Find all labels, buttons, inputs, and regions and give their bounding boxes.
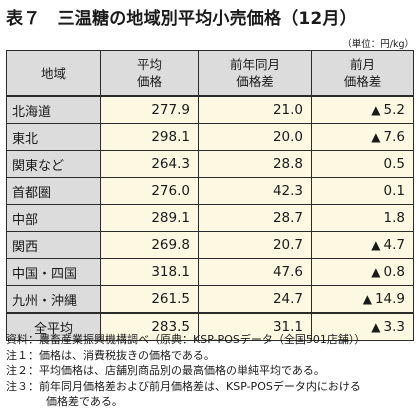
avg-price-cell: 276.0 (100, 177, 199, 205)
table-body: 北海道 277.9 21.0 ▲ 5.2 東北 298.1 20.0 ▲ 7.6 関東など 264.3… (6, 95, 414, 341)
region-cell: 九州・沖縄 (6, 285, 101, 314)
yoy-diff-cell: 21.0 (198, 95, 312, 124)
mom-diff-cell: ▲ 7.6 (311, 123, 414, 151)
table-row: 関西 269.8 20.7 ▲ 4.7 (6, 231, 414, 259)
increase-triangle-icon: ▲ (371, 238, 381, 252)
region-cell: 首都圏 (6, 177, 101, 205)
note-3-cont: 価格差である。 (46, 395, 123, 408)
mom-diff-value: 0.5 (383, 156, 405, 172)
yoy-diff-cell: 24.7 (198, 285, 312, 314)
mom-diff-cell: ▲ 3.3 (311, 312, 414, 341)
notes: 資料：農畜産業振興機構調べ（原典：KSP-POSデータ（全国501店舗）） 注１… (6, 332, 416, 410)
mom-diff-value: 0.1 (383, 183, 405, 199)
mom-diff-cell: ▲ 0.8 (311, 258, 414, 286)
avg-price-cell: 318.1 (100, 258, 199, 286)
table-row: 東北 298.1 20.0 ▲ 7.6 (6, 123, 414, 151)
increase-triangle-icon: ▲ (362, 292, 372, 306)
yoy-diff-cell: 42.3 (198, 177, 312, 205)
note-2: 注２：平均価格は、店舗別商品別の最高価格の単純平均である。 (6, 364, 325, 377)
region-cell: 中部 (6, 204, 101, 232)
header-region: 地域 (6, 50, 101, 97)
mom-diff-value: 3.3 (383, 319, 405, 335)
mom-diff-value: 0.8 (383, 264, 405, 280)
unit-label: （単位：円/kg） (342, 39, 414, 50)
region-cell: 関東など (6, 150, 101, 178)
avg-price-cell: 264.3 (100, 150, 199, 178)
table-row: 九州・沖縄 261.5 24.7 ▲ 14.9 (6, 285, 414, 314)
mom-diff-value: 7.6 (383, 129, 405, 145)
increase-triangle-icon: ▲ (371, 130, 381, 144)
table-title: 表７ 三温糖の地域別平均小売価格（12月） (6, 9, 357, 29)
avg-price-cell: 261.5 (100, 285, 199, 314)
mom-diff-cell: ▲ 14.9 (311, 285, 414, 314)
mom-diff-cell: ▲ 5.2 (311, 95, 414, 124)
mom-diff-value: 14.9 (374, 291, 405, 307)
table-row: 関東など 264.3 28.8 0.5 (6, 150, 414, 178)
avg-price-cell: 269.8 (100, 231, 199, 259)
yoy-diff-cell: 28.8 (198, 150, 312, 178)
yoy-diff-cell: 47.6 (198, 258, 312, 286)
table-row: 中国・四国 318.1 47.6 ▲ 0.8 (6, 258, 414, 286)
note-1: 注１：価格は、消費税抜きの価格である。 (6, 348, 215, 362)
increase-triangle-icon: ▲ (371, 103, 381, 117)
note-3: 注３：前年同月価格差および前月価格差は、KSP-POSデータ内における (6, 379, 361, 393)
total-row: 全平均 283.5 31.1 ▲ 3.3 (6, 312, 414, 341)
yoy-diff-cell: 20.0 (198, 123, 312, 151)
mom-diff-value: 1.8 (383, 210, 405, 226)
price-table: 地域 平均 価格 前年同月 価格差 前月 価格差 北海道 277.9 21.0 ▲ 5.2 東北… (6, 50, 414, 341)
mom-diff-value: 4.7 (383, 237, 405, 253)
region-cell: 関西 (6, 231, 101, 259)
mom-diff-cell: 1.8 (311, 204, 414, 232)
region-cell: 全平均 (6, 312, 101, 341)
avg-price-cell: 298.1 (100, 123, 199, 151)
increase-triangle-icon: ▲ (371, 265, 381, 279)
region-cell: 北海道 (6, 95, 101, 124)
mom-diff-cell: 0.5 (311, 150, 414, 178)
table-row: 北海道 277.9 21.0 ▲ 5.2 (6, 95, 414, 124)
avg-price-cell: 277.9 (100, 95, 199, 124)
yoy-diff-cell: 31.1 (198, 312, 312, 341)
yoy-diff-cell: 20.7 (198, 231, 312, 259)
header-avg-price: 平均 価格 (100, 50, 199, 97)
header-row: 地域 平均 価格 前年同月 価格差 前月 価格差 (6, 50, 414, 97)
region-cell: 中国・四国 (6, 258, 101, 286)
table-row: 中部 289.1 28.7 1.8 (6, 204, 414, 232)
region-cell: 東北 (6, 123, 101, 151)
mom-diff-cell: ▲ 4.7 (311, 231, 414, 259)
mom-diff-value: 5.2 (383, 102, 405, 118)
header-yoy-diff: 前年同月 価格差 (198, 50, 312, 97)
mom-diff-cell: 0.1 (311, 177, 414, 205)
header-mom-diff: 前月 価格差 (311, 50, 414, 97)
yoy-diff-cell: 28.7 (198, 204, 312, 232)
table-row: 首都圏 276.0 42.3 0.1 (6, 177, 414, 205)
increase-triangle-icon: ▲ (371, 320, 381, 334)
source-note: 資料：農畜産業振興機構調べ（原典：KSP-POSデータ（全国501店舗）） (6, 333, 366, 346)
avg-price-cell: 289.1 (100, 204, 199, 232)
